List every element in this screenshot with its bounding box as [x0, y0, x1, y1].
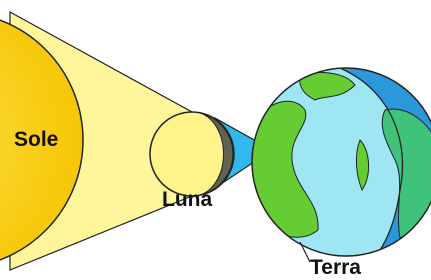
- sun-label: Sole: [14, 128, 58, 151]
- earth-label: Terra: [310, 256, 361, 279]
- moon-label: Luna: [162, 188, 212, 211]
- eclipse-diagram: Sole Luna Terra: [0, 0, 431, 280]
